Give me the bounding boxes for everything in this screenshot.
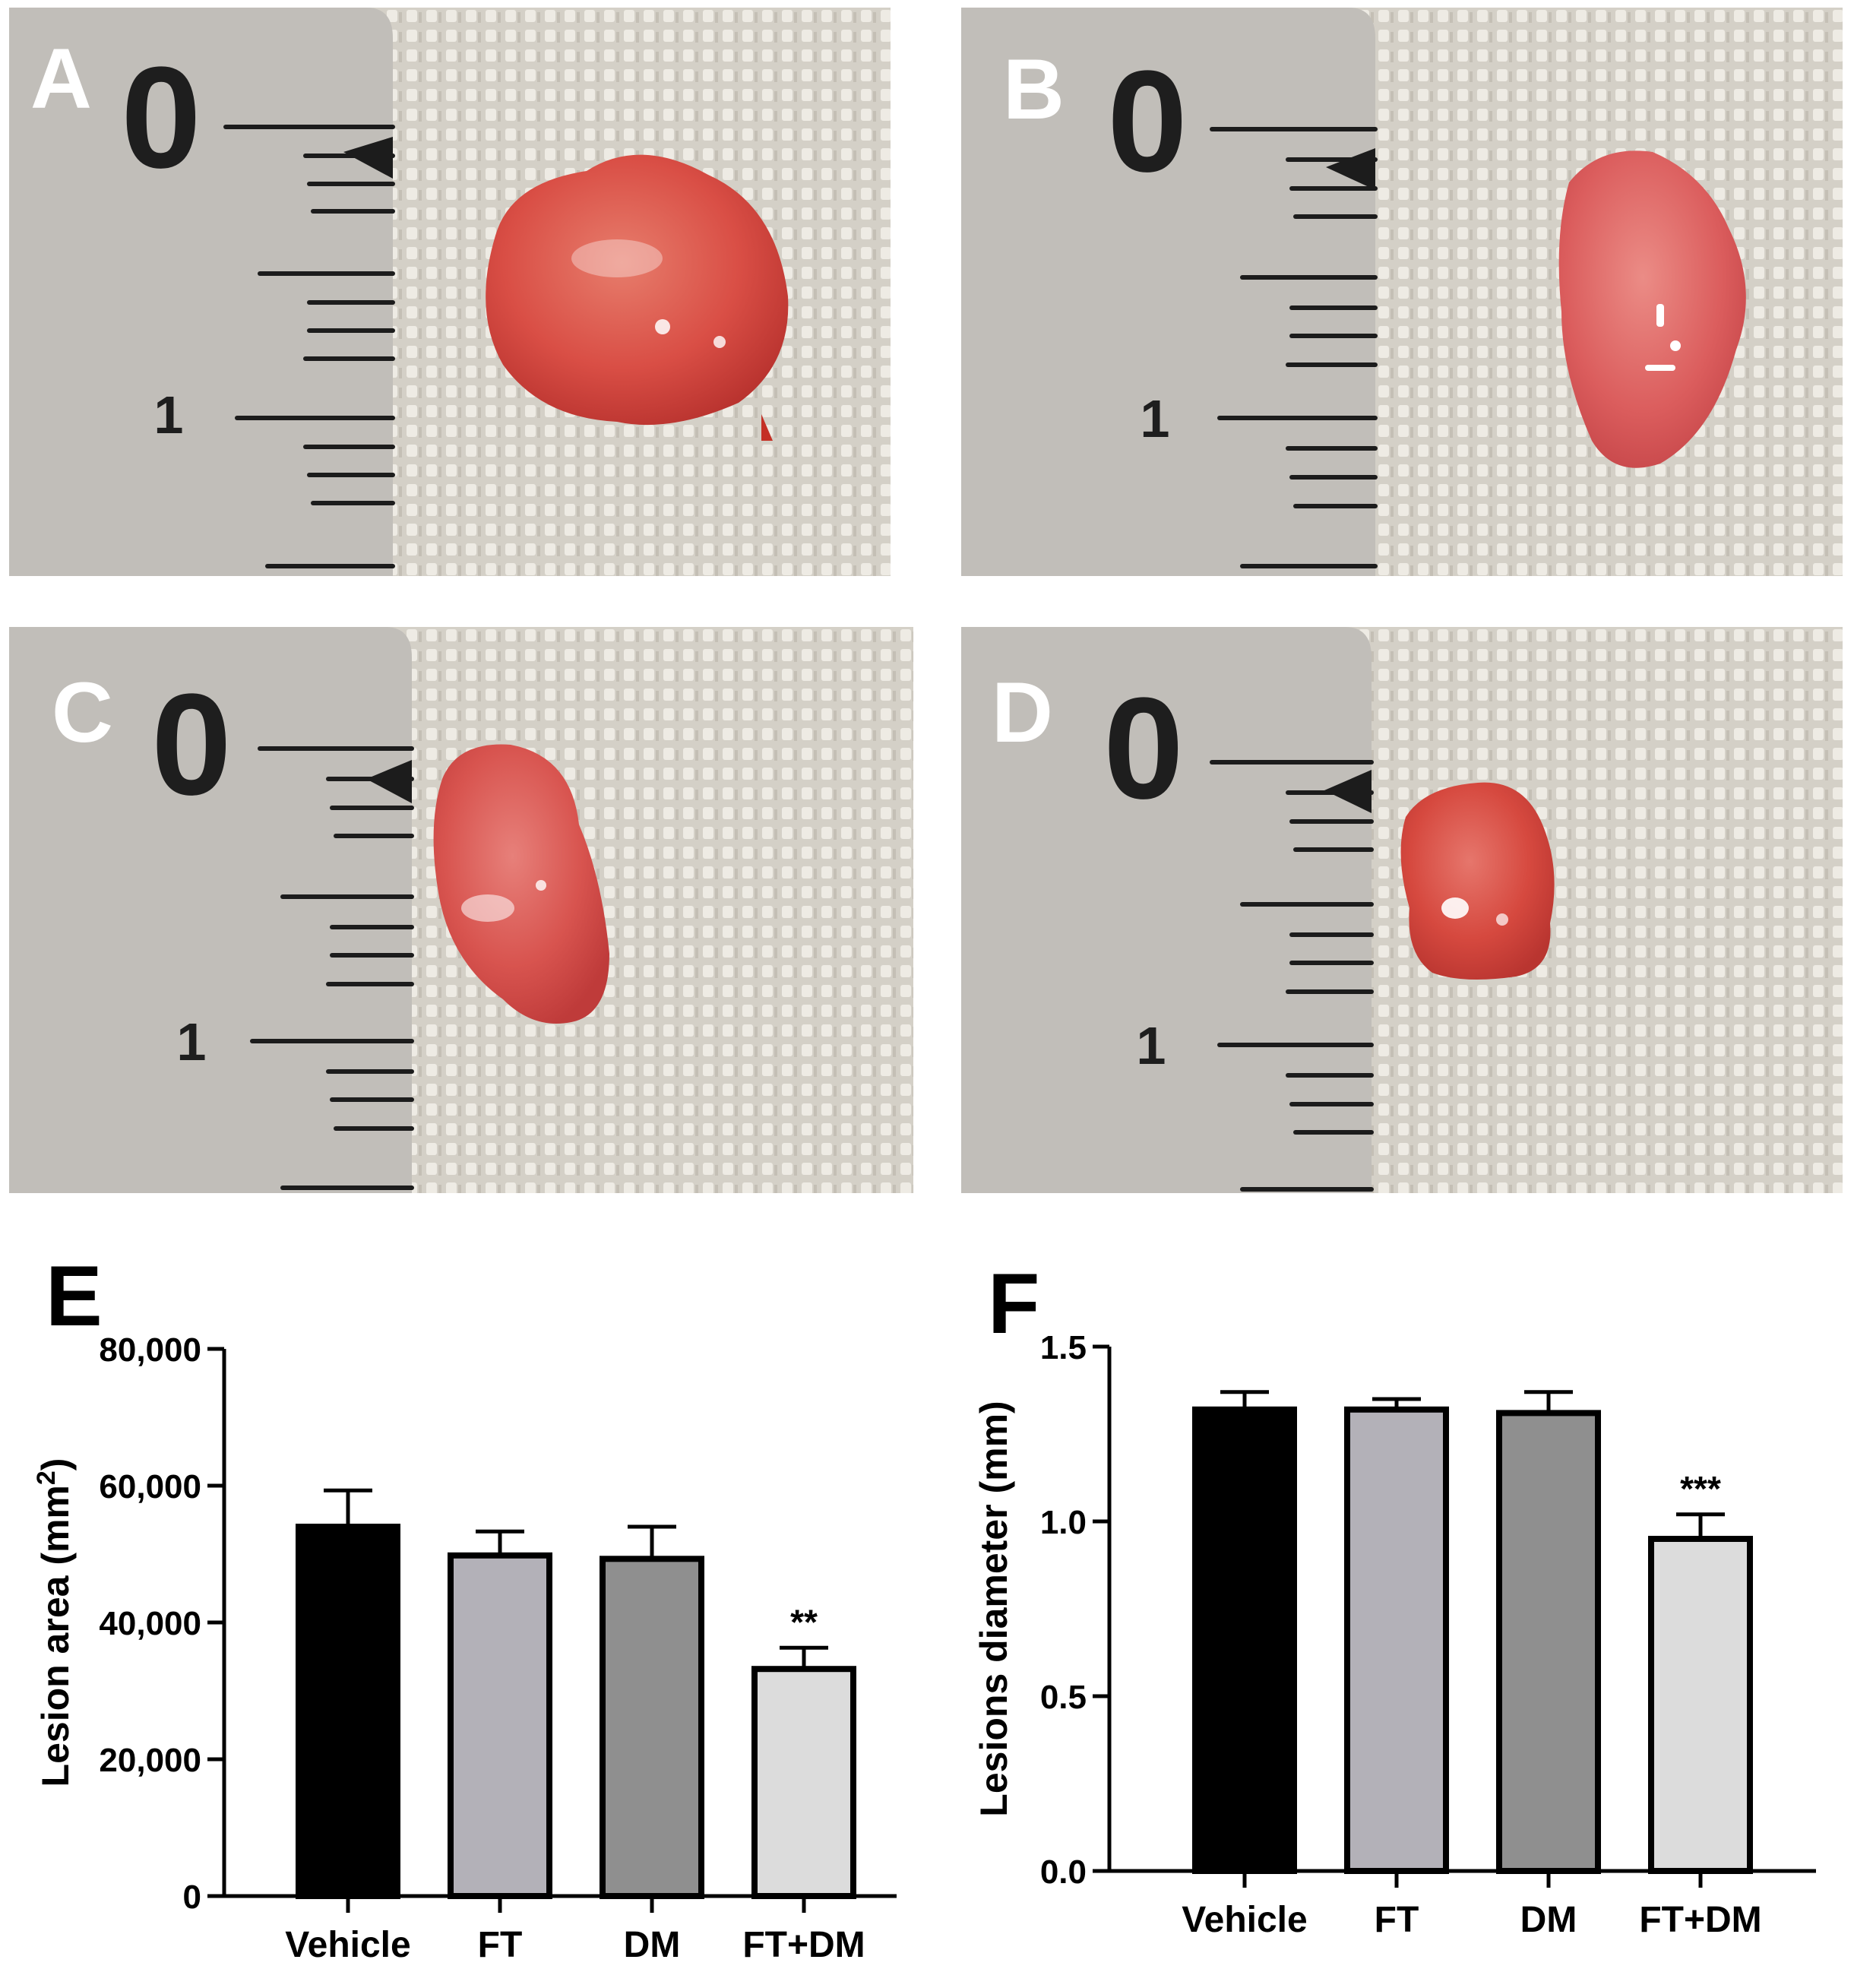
ruler-zero-mark-d: 0	[1103, 668, 1184, 829]
ruler-one-mark-c: 1	[177, 1012, 207, 1072]
lesion-diameter-chart: 0.0 0.5 1.0 1.5 Lesions diameter (mm) Vehicle…	[973, 1329, 1816, 1940]
panel-label-f: F	[988, 1256, 1040, 1351]
lesion-photo-c: 0 1	[9, 627, 913, 1193]
ruler-one-mark-b: 1	[1141, 389, 1170, 448]
x-tick-label: DM	[624, 1925, 681, 1965]
panel-label-a: A	[30, 31, 92, 126]
x-tick-label: Vehicle	[1182, 1900, 1307, 1940]
y-tick-label: 60,000	[99, 1468, 201, 1505]
x-tick-label: FT	[478, 1925, 523, 1965]
photo-panel-c: 0 1	[9, 627, 913, 1193]
y-tick-label: 0.5	[1040, 1679, 1087, 1716]
bar	[1496, 1410, 1601, 1874]
x-tick-label: FT+DM	[1639, 1900, 1761, 1940]
lesion-area-chart: 0 20,000 40,000 60,000 80,000 Lesion area (mm…	[32, 1331, 897, 1965]
y-tick-label: 0	[183, 1879, 201, 1916]
bar	[600, 1556, 704, 1899]
lesion-photo-b: 0 1	[961, 8, 1843, 576]
ruler-zero-mark-c: 0	[151, 664, 232, 825]
panel-label-e: E	[46, 1249, 103, 1344]
photo-panel-a: 0 1	[9, 8, 891, 576]
ruler-zero-mark-a: 0	[121, 37, 201, 198]
lesion-photo-d: 0 1	[961, 627, 1843, 1193]
panel-label-b: B	[1003, 42, 1065, 137]
bar	[1648, 1536, 1753, 1874]
y-tick-label: 20,000	[99, 1742, 201, 1779]
bar	[296, 1524, 400, 1899]
ruler-zero-mark-b: 0	[1107, 41, 1188, 202]
photo-panel-d: 0 1	[961, 627, 1843, 1193]
bar	[751, 1666, 856, 1899]
significance-label: ***	[1680, 1469, 1721, 1508]
bar	[1192, 1406, 1297, 1875]
ruler-one-mark-a: 1	[154, 385, 184, 445]
y-axis-label: Lesion area (mm2)	[32, 1458, 77, 1787]
photo-panel-b: 0 1	[961, 8, 1843, 576]
y-tick-label: 40,000	[99, 1605, 201, 1642]
panel-label-d: D	[992, 665, 1053, 760]
x-tick-label: FT+DM	[742, 1925, 865, 1965]
x-tick-label: Vehicle	[285, 1925, 410, 1965]
significance-label: **	[790, 1602, 818, 1641]
panel-label-c: C	[52, 665, 113, 760]
y-tick-label: 1.5	[1040, 1329, 1087, 1366]
lesion-photo-a: 0 1	[9, 8, 891, 576]
y-tick-label: 80,000	[99, 1331, 201, 1369]
bar	[1344, 1406, 1449, 1875]
y-tick-label: 0.0	[1040, 1853, 1087, 1891]
ruler-one-mark-d: 1	[1137, 1016, 1166, 1075]
bar	[448, 1552, 552, 1899]
x-tick-label: FT	[1375, 1900, 1419, 1940]
x-tick-label: DM	[1520, 1900, 1577, 1940]
y-tick-label: 1.0	[1040, 1504, 1087, 1541]
y-axis-label: Lesions diameter (mm)	[973, 1401, 1015, 1816]
